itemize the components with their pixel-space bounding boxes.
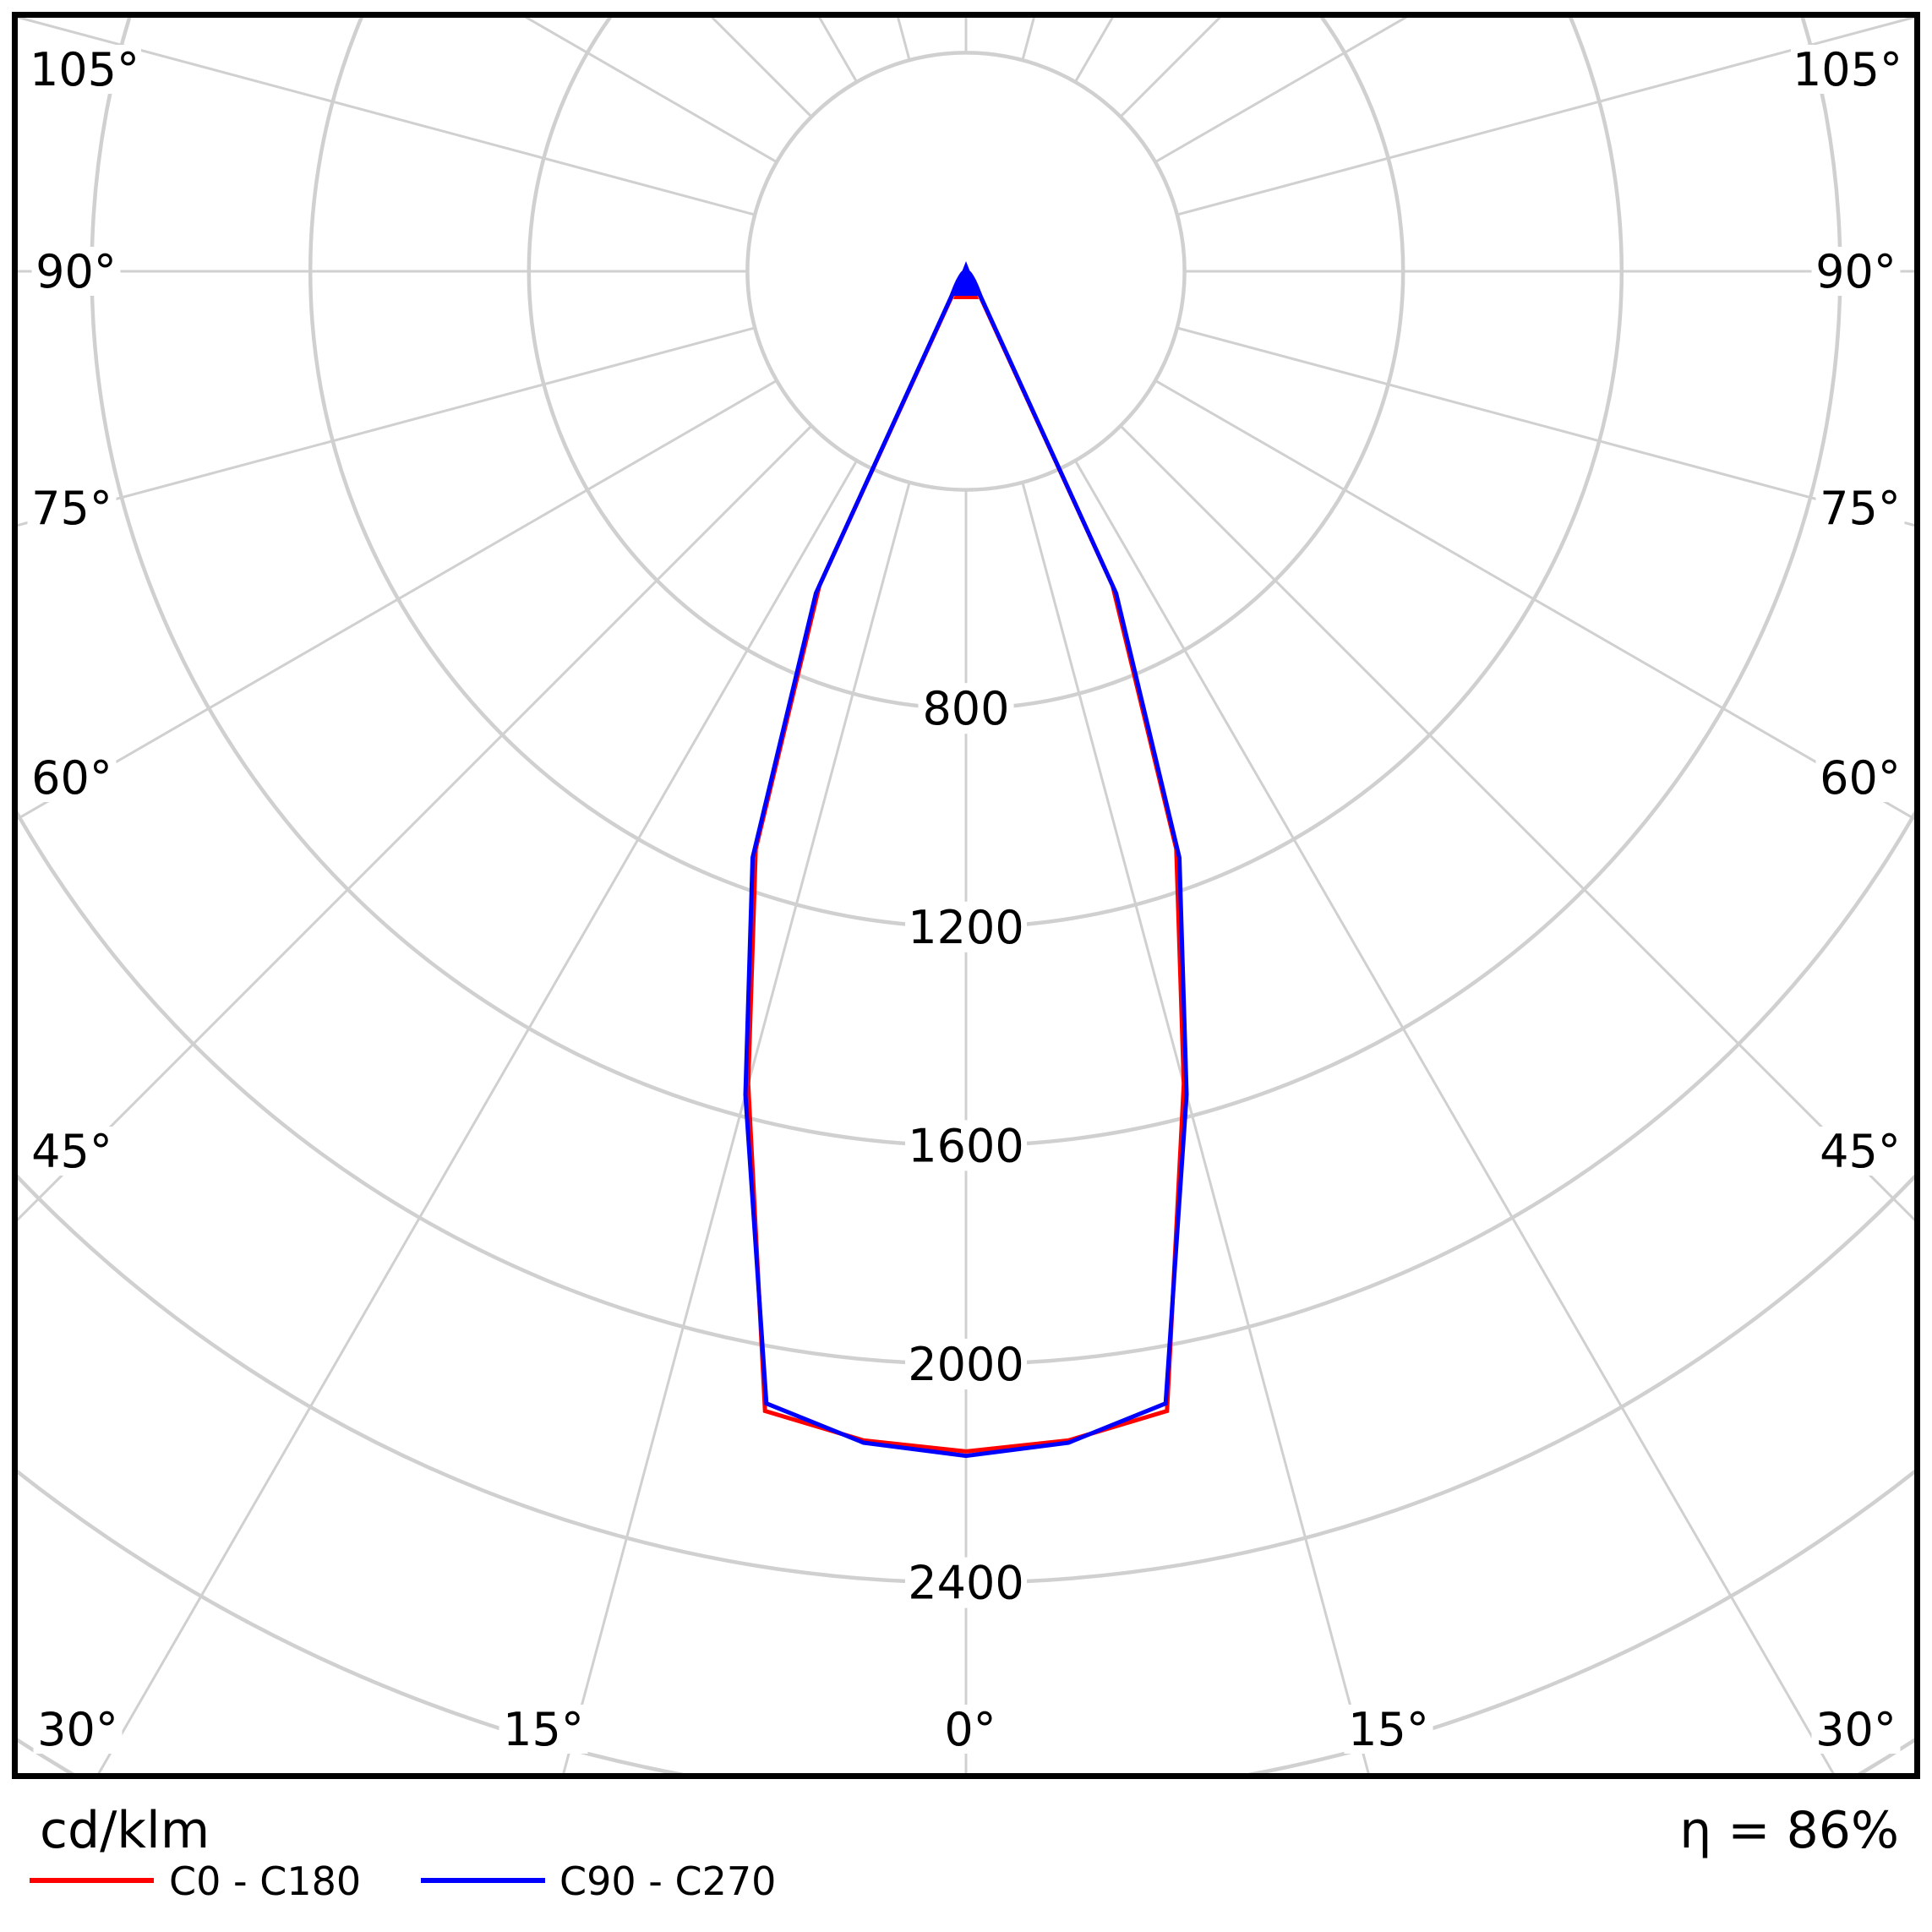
grid-spoke-285: [18, 326, 756, 527]
legend-label-c90-c270: C90 - C270: [559, 1858, 776, 1904]
radial-tick-bg: [905, 1120, 1027, 1171]
angle-label-bg: [1811, 1705, 1901, 1754]
angle-label-left-0: 105°: [30, 43, 139, 96]
beam-arrowhead-blue: [952, 261, 980, 296]
angle-label-right-1: 90°: [1815, 245, 1897, 298]
grid-spoke-45: [1119, 424, 1914, 1222]
angle-label-bg: [1815, 753, 1905, 802]
angle-label-bottom-3: 15°: [1348, 1703, 1429, 1756]
angle-label-bg: [1344, 1705, 1433, 1754]
legend: C0 - C180 C90 - C270: [30, 1858, 776, 1904]
angle-label-bg: [27, 753, 117, 802]
radial-tick-label: 800: [922, 682, 1009, 735]
angle-label-right-0: 105°: [1793, 43, 1902, 96]
radial-tick-bg: [905, 1557, 1027, 1608]
units-label: cd/klm: [40, 1801, 210, 1860]
angle-label-bg: [938, 1705, 1002, 1754]
angle-label-bottom-4: 30°: [1815, 1703, 1897, 1756]
grid-spoke-165: [1021, 18, 1035, 61]
radial-tick-label: 2400: [908, 1557, 1023, 1610]
angle-label-left-2: 75°: [31, 482, 112, 535]
angle-label-bottom-2: 0°: [944, 1703, 996, 1756]
grid-spoke-15: [1021, 482, 1370, 1773]
angle-label-bg: [33, 1705, 123, 1754]
angle-label-bg: [1791, 45, 1904, 94]
efficiency-label: η = 86%: [1679, 1801, 1899, 1860]
angle-label-bg: [1811, 247, 1901, 296]
grid-spoke-75: [1176, 326, 1914, 527]
angle-label-bg: [1815, 1127, 1905, 1176]
angle-label-bg: [499, 1705, 588, 1754]
angle-label-bg: [28, 45, 141, 94]
legend-label-c0-c180: C0 - C180: [169, 1858, 361, 1904]
radial-tick-bg: [905, 1339, 1027, 1389]
intensity-curves: [743, 261, 1189, 1459]
radial-tick-label: 1200: [908, 901, 1023, 954]
radial-tick-bg: [905, 901, 1027, 952]
angle-label-right-2: 75°: [1820, 482, 1901, 535]
angle-label-left-1: 90°: [35, 245, 117, 298]
angle-label-bg: [31, 247, 121, 296]
plot-frame: [12, 12, 1920, 1779]
angle-label-left-3: 60°: [31, 751, 112, 805]
angle-label-right-3: 60°: [1820, 751, 1901, 805]
angle-label-bg: [27, 483, 117, 532]
grid-spoke-105: [1176, 18, 1914, 216]
radial-tick-bg: [918, 683, 1014, 734]
grid-spoke-255: [18, 18, 756, 216]
radial-tick-label: 1600: [908, 1119, 1023, 1172]
radial-tick-label: 2000: [908, 1338, 1023, 1391]
grid-spoke-330: [97, 460, 858, 1773]
axis-labels: 800 1200 1600 2000 2400 105° 90° 75° 60° 45° 105° 9…: [27, 43, 1905, 1756]
grid-spoke-300: [18, 379, 778, 821]
angle-label-right-4: 45°: [1820, 1125, 1901, 1178]
grid-spoke-195: [897, 18, 911, 61]
grid-spoke-60: [1154, 379, 1914, 821]
angle-label-bg: [27, 1127, 117, 1176]
angle-label-bottom-1: 15°: [503, 1703, 584, 1756]
angle-label-left-4: 45°: [31, 1125, 112, 1178]
angle-label-bg: [1815, 483, 1905, 532]
grid-spoke-345: [562, 482, 911, 1773]
grid-spoke-30: [1074, 460, 1835, 1773]
grid-spoke-315: [18, 424, 813, 1222]
angle-label-bottom-0: 30°: [37, 1703, 118, 1756]
